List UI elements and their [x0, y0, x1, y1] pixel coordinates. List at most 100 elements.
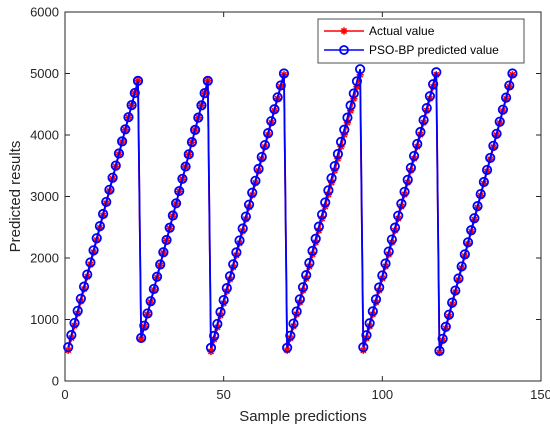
series-layer	[63, 64, 518, 357]
predicted-value-point	[82, 269, 93, 280]
predicted-value-point	[364, 318, 375, 329]
predicted-value-point	[91, 233, 102, 244]
predicted-value-point	[393, 210, 404, 221]
predicted-value-point	[136, 332, 147, 344]
predicted-value-point	[339, 124, 350, 135]
predicted-value-point	[177, 173, 188, 184]
predicted-value-point	[507, 68, 518, 79]
predicted-value-point	[212, 318, 223, 330]
predicted-value-point	[120, 124, 131, 135]
predicted-value-point	[174, 185, 185, 197]
predicted-value-point	[139, 320, 150, 331]
predicted-value-point	[469, 213, 480, 224]
predicted-value-point	[504, 80, 515, 91]
predicted-value-point	[380, 258, 391, 269]
predicted-value-point	[237, 223, 248, 234]
predicted-value-point	[151, 271, 163, 282]
predicted-value-point	[231, 247, 242, 258]
predicted-value-point	[323, 185, 334, 196]
predicted-value-point	[488, 140, 499, 151]
predicted-value-point	[485, 152, 496, 164]
predicted-value-point	[316, 209, 328, 220]
predicted-value-point	[478, 176, 489, 188]
predicted-value-point	[224, 271, 236, 282]
predicted-value-point	[85, 257, 96, 268]
x-tick-label: 100	[371, 387, 393, 402]
predicted-value-point	[320, 197, 331, 208]
y-tick-label: 5000	[30, 66, 59, 81]
predicted-value-point	[453, 273, 464, 284]
predicted-value-point	[240, 211, 251, 222]
predicted-value-point	[288, 318, 299, 329]
predicted-value-point	[383, 246, 394, 257]
predicted-value-point	[250, 175, 261, 186]
predicted-value-point	[459, 249, 470, 260]
predicted-value-point	[440, 321, 451, 332]
predicted-value-point	[155, 259, 166, 270]
predicted-value-point	[335, 136, 347, 147]
predicted-value-point	[294, 294, 305, 305]
predicted-value-point	[361, 330, 372, 341]
x-tick-label: 0	[61, 387, 68, 402]
predicted-value-point	[434, 345, 445, 356]
predicted-value-point	[104, 184, 115, 195]
legend-actual-marker	[340, 27, 348, 35]
predicted-value-point	[262, 128, 274, 139]
predicted-value-point	[69, 317, 80, 329]
predicted-value-point	[278, 68, 290, 79]
legend-predicted-marker	[339, 45, 349, 55]
legend: Actual value PSO-BP predicted value	[317, 18, 525, 64]
predicted-value-point	[266, 116, 277, 127]
x-tick-label: 50	[216, 387, 230, 402]
predicted-value-point	[326, 173, 337, 184]
predicted-value-point	[342, 112, 353, 123]
predicted-value-point	[97, 208, 109, 220]
predicted-value-point	[215, 306, 226, 318]
predicted-value-point	[145, 296, 156, 307]
predicted-value-point	[301, 270, 312, 281]
y-tick-label: 0	[52, 374, 59, 389]
predicted-value-point	[272, 92, 283, 103]
predicted-value-point	[132, 75, 144, 86]
predicted-value-point	[110, 160, 121, 171]
predicted-value-point	[358, 342, 369, 353]
predicted-value-point	[158, 247, 169, 258]
predicted-value-point	[164, 222, 175, 233]
y-tick-label: 3000	[30, 189, 59, 204]
predicted-value-point	[405, 162, 416, 173]
predicted-value-point	[399, 186, 410, 197]
predicted-value-point	[167, 210, 178, 221]
predicted-value-point	[310, 233, 321, 244]
predicted-value-point	[351, 76, 363, 87]
predicted-value-point	[186, 136, 198, 148]
y-tick-label: 4000	[30, 128, 59, 143]
predicted-value-point	[66, 329, 77, 341]
predicted-value-point	[329, 160, 340, 172]
y-tick-label: 2000	[30, 251, 59, 266]
predicted-value-point	[291, 306, 302, 317]
predicted-value-point	[396, 198, 407, 209]
x-tick-label: 150	[530, 387, 550, 402]
predicted-value-point	[123, 112, 134, 123]
predicted-value-point	[307, 245, 318, 256]
predicted-value-point	[297, 282, 309, 293]
legend-actual-label: Actual value	[369, 24, 435, 38]
predicted-value-point	[415, 126, 426, 138]
predicted-value-point	[113, 148, 125, 159]
predicted-value-point	[259, 139, 271, 151]
predicted-value-point	[424, 91, 436, 102]
predicted-value-point	[209, 330, 220, 341]
predicted-value-point	[247, 187, 258, 198]
predicted-value-point	[412, 138, 423, 150]
tick-layer: 0 50 100 150 0 1000 2000 3000 4000 5000 6000	[30, 5, 550, 403]
predicted-value-point	[170, 198, 182, 209]
predicted-value-point	[256, 151, 267, 163]
predicted-value-point	[313, 221, 324, 232]
predicted-value-point	[88, 245, 99, 256]
predicted-value-point	[431, 67, 442, 78]
predicted-value-point	[78, 281, 90, 292]
predicted-value-point	[443, 309, 455, 320]
predicted-value-point	[275, 80, 286, 91]
predicted-value-point	[418, 114, 429, 126]
